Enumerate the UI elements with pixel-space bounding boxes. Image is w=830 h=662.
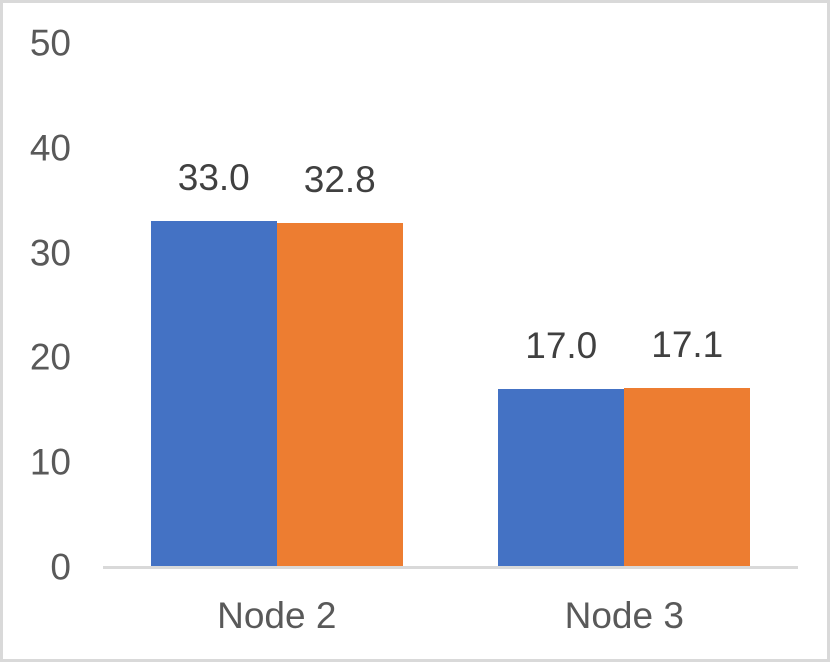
bar-series2-node-2 [276, 223, 403, 567]
y-tick-label-20: 20 [29, 336, 71, 378]
y-tick-label-50: 50 [29, 22, 71, 64]
bar-series2-node-3 [624, 387, 751, 567]
data-label-series1-node-3: 17.0 [525, 324, 598, 366]
x-axis-line [103, 566, 798, 569]
y-tick-label-0: 0 [50, 546, 71, 588]
plot-area: 33.0 32.8 17.0 17.1 [3, 3, 827, 659]
y-tick-label-30: 30 [29, 232, 71, 274]
y-tick-label-10: 10 [29, 441, 71, 483]
category-label-node-2: Node 2 [217, 595, 337, 636]
category-label-node-3: Node 3 [564, 595, 684, 636]
bar-series1-node-2 [150, 221, 277, 567]
data-label-series2-node-2: 32.8 [303, 159, 376, 201]
data-label-series1-node-2: 33.0 [177, 157, 250, 199]
y-tick-label-40: 40 [29, 127, 71, 169]
bar-series1-node-3 [498, 388, 625, 567]
x-axis-labels: Node 2 Node 3 [3, 3, 827, 659]
data-label-series2-node-3: 17.1 [651, 323, 724, 365]
y-axis: 0 10 20 30 40 50 [3, 3, 827, 659]
